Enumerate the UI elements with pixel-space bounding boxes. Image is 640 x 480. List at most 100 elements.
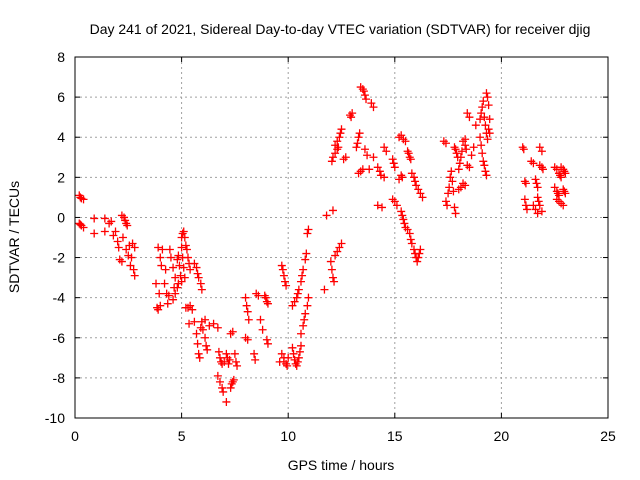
data-point <box>122 245 131 254</box>
data-point <box>293 357 302 366</box>
data-point <box>415 249 424 258</box>
data-point <box>529 159 538 168</box>
data-point <box>165 245 174 254</box>
data-point <box>201 333 210 342</box>
data-point <box>363 151 372 160</box>
data-point <box>339 155 348 164</box>
y-tick-label: 8 <box>57 49 65 65</box>
data-point <box>556 171 565 180</box>
data-point <box>194 349 203 358</box>
data-point <box>328 206 337 215</box>
data-point <box>378 203 387 212</box>
data-point <box>561 169 570 178</box>
data-point <box>446 173 455 182</box>
data-point <box>261 293 270 302</box>
data-point <box>302 249 311 258</box>
data-point <box>328 273 337 282</box>
data-point <box>445 183 454 192</box>
data-point <box>230 349 239 358</box>
data-point <box>263 299 272 308</box>
data-point <box>520 177 529 186</box>
data-point <box>390 197 399 206</box>
data-point <box>388 195 397 204</box>
data-point <box>537 207 546 216</box>
data-point <box>557 199 566 208</box>
data-point <box>441 139 450 148</box>
data-point <box>358 85 367 94</box>
data-point <box>90 229 99 238</box>
data-point <box>477 141 486 150</box>
data-point <box>469 143 478 152</box>
data-point <box>228 377 237 386</box>
data-point <box>169 295 178 304</box>
data-point <box>303 229 312 238</box>
data-point <box>449 187 458 196</box>
data-point <box>407 239 416 248</box>
data-point <box>256 315 265 324</box>
data-point <box>452 149 461 158</box>
data-point <box>520 195 529 204</box>
data-point <box>369 153 378 162</box>
data-point <box>397 131 406 140</box>
y-tick-label: -4 <box>53 290 66 306</box>
data-point <box>359 87 368 96</box>
data-point <box>294 353 303 362</box>
data-point <box>416 189 425 198</box>
data-point <box>178 229 187 238</box>
data-point <box>228 327 237 336</box>
data-point <box>242 301 251 310</box>
data-point <box>356 167 365 176</box>
data-point <box>463 161 472 170</box>
data-point <box>175 261 184 270</box>
data-point <box>130 243 139 252</box>
data-point <box>537 163 546 172</box>
data-point <box>441 197 450 206</box>
data-point <box>538 165 547 174</box>
data-point <box>292 361 301 370</box>
data-point <box>226 383 235 392</box>
data-point <box>354 169 363 178</box>
data-point <box>531 175 540 184</box>
data-point <box>156 301 165 310</box>
data-point <box>390 163 399 172</box>
data-point <box>241 293 250 302</box>
data-point <box>171 273 180 282</box>
data-point <box>522 205 531 214</box>
data-point <box>553 189 562 198</box>
data-point <box>534 197 543 206</box>
data-point <box>398 173 407 182</box>
data-point <box>174 279 183 288</box>
data-point <box>288 343 297 352</box>
data-point <box>115 255 124 264</box>
data-point <box>560 187 569 196</box>
y-tick-label: -6 <box>53 330 66 346</box>
data-point <box>462 145 471 154</box>
data-point <box>483 93 492 102</box>
data-point <box>476 133 485 142</box>
data-point <box>448 177 457 186</box>
data-point <box>335 243 344 252</box>
data-point <box>222 349 231 358</box>
data-point <box>130 271 139 280</box>
data-point <box>481 121 490 130</box>
data-point <box>284 353 293 362</box>
data-point <box>483 135 492 144</box>
data-point <box>218 383 227 392</box>
data-point <box>455 159 464 168</box>
data-point <box>77 221 86 230</box>
data-point <box>79 223 88 232</box>
data-point <box>559 185 568 194</box>
data-point <box>413 257 422 266</box>
data-point <box>262 335 271 344</box>
data-point <box>337 239 346 248</box>
data-point <box>456 153 465 162</box>
data-point <box>331 251 340 260</box>
data-point <box>333 247 342 256</box>
data-point <box>479 97 488 106</box>
data-point <box>162 289 171 298</box>
x-axis-label: GPS time / hours <box>288 457 395 473</box>
data-point <box>444 189 453 198</box>
data-point <box>196 279 205 288</box>
data-point <box>186 265 195 274</box>
